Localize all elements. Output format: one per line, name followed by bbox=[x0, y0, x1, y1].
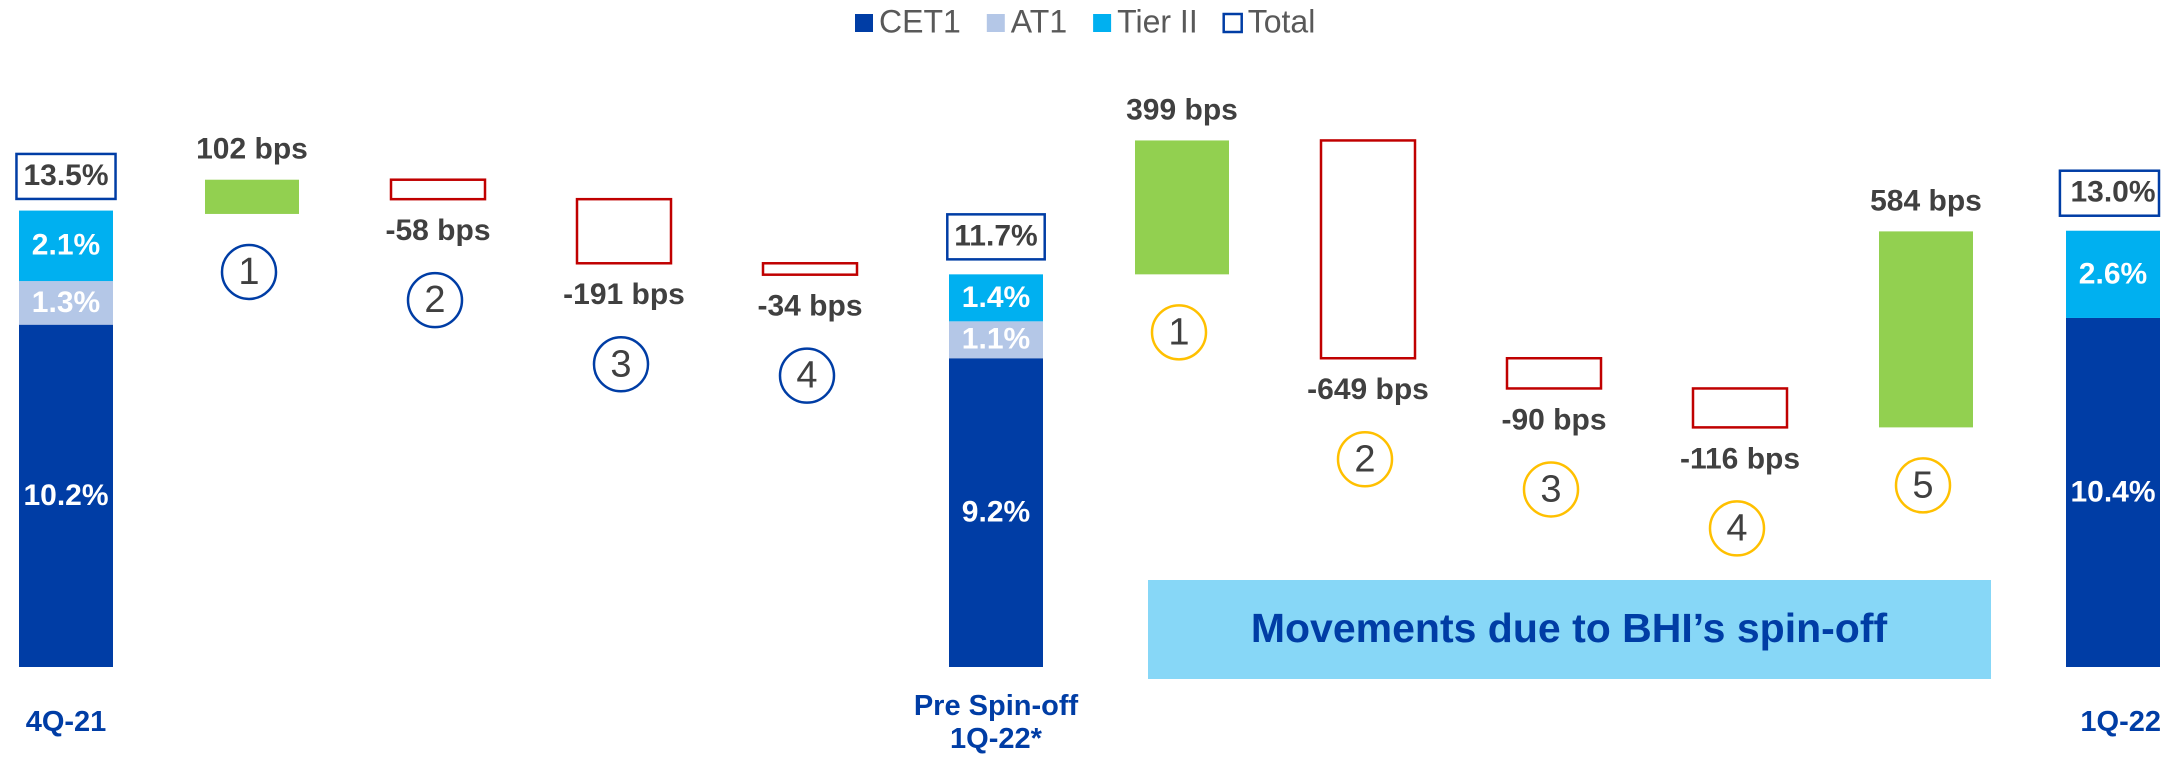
movement-label: -58 bps bbox=[385, 214, 490, 247]
category-box: 1Q-22 bbox=[2080, 706, 2161, 738]
bar-segment bbox=[949, 358, 1043, 667]
decrease-bar bbox=[761, 262, 859, 276]
step-circle bbox=[778, 347, 836, 404]
step-circle bbox=[1708, 500, 1766, 557]
movement-label: 399 bps bbox=[1126, 93, 1238, 126]
legend-swatch bbox=[986, 14, 1005, 32]
segment-label: 1.4% bbox=[962, 281, 1030, 314]
legend-label: Total bbox=[1248, 3, 1316, 39]
category-label: 4Q-21 bbox=[25, 706, 107, 738]
step-number: 2 bbox=[424, 279, 445, 321]
category-label: 1Q-22 bbox=[2080, 706, 2161, 738]
segment-label: 10.2% bbox=[23, 479, 108, 512]
bar-segment bbox=[949, 321, 1043, 359]
step-number: 3 bbox=[610, 343, 631, 385]
annotation-box bbox=[1148, 580, 1991, 679]
total-marker bbox=[15, 152, 117, 201]
movement-label: -191 bps bbox=[563, 278, 685, 311]
step-circle bbox=[1336, 430, 1394, 488]
legend-swatch bbox=[1093, 14, 1112, 32]
step-number: 5 bbox=[1912, 464, 1933, 506]
total-marker bbox=[946, 213, 1046, 261]
decrease-bar bbox=[389, 178, 487, 201]
movement-label: -90 bps bbox=[1501, 403, 1606, 436]
category-label: Pre Spin-off 1Q-22* bbox=[913, 690, 1079, 755]
total-label: 11.7% bbox=[954, 219, 1037, 252]
segment-label: 9.2% bbox=[962, 496, 1030, 529]
bar-segment bbox=[19, 210, 113, 282]
total-label: 13.0% bbox=[2070, 176, 2155, 209]
annotation: Movements due to BHI’s spin-off bbox=[1251, 605, 1888, 651]
segment-label: 10.4% bbox=[2070, 475, 2155, 508]
decrease-bar bbox=[1691, 387, 1789, 429]
step-number: 3 bbox=[1540, 468, 1561, 510]
increase-bar bbox=[1879, 231, 1973, 428]
decrease-bar bbox=[1505, 356, 1603, 390]
step-circle bbox=[592, 336, 650, 393]
step-number: 2 bbox=[1354, 438, 1375, 480]
legend-label: Tier II bbox=[1117, 3, 1198, 39]
legend-label: CET1 bbox=[879, 3, 961, 39]
decrease-bar bbox=[575, 197, 673, 265]
step-number: 4 bbox=[1726, 507, 1747, 549]
segment-label: 2.1% bbox=[32, 229, 100, 262]
step-number: 1 bbox=[1168, 311, 1189, 353]
step-circle bbox=[406, 271, 464, 329]
segment-label: 2.6% bbox=[2079, 257, 2147, 290]
step-number: 1 bbox=[238, 251, 259, 293]
step-number: 4 bbox=[796, 355, 817, 397]
step-circle bbox=[1894, 457, 1952, 514]
bar-segment bbox=[949, 274, 1043, 322]
total-marker bbox=[2058, 169, 2161, 217]
decrease-bar bbox=[1319, 139, 1417, 360]
movement-label: -116 bps bbox=[1680, 442, 1800, 475]
category-box: Pre Spin-off 1Q-22* bbox=[913, 690, 1079, 755]
step-circle bbox=[220, 243, 278, 301]
movement-label: -34 bps bbox=[757, 290, 862, 323]
legend-label: AT1 bbox=[1011, 3, 1067, 39]
bar-segment bbox=[19, 281, 113, 325]
increase-bar bbox=[205, 179, 299, 214]
movement-label: -649 bps bbox=[1307, 373, 1429, 406]
bar-segment bbox=[19, 324, 113, 667]
bar-segment bbox=[2066, 230, 2160, 318]
segment-label: 1.1% bbox=[962, 323, 1030, 356]
movement-label: 584 bps bbox=[1870, 184, 1982, 217]
increase-bar bbox=[1135, 140, 1229, 275]
step-circle bbox=[1522, 461, 1580, 518]
legend-swatch bbox=[1222, 12, 1243, 34]
step-circle bbox=[1150, 304, 1208, 361]
legend-swatch bbox=[855, 14, 873, 32]
segment-label: 1.3% bbox=[32, 286, 100, 319]
movement-label: 102 bps bbox=[196, 133, 308, 166]
total-label: 13.5% bbox=[23, 159, 108, 192]
bar-segment bbox=[2066, 317, 2160, 667]
category-box: 4Q-21 bbox=[25, 706, 107, 738]
